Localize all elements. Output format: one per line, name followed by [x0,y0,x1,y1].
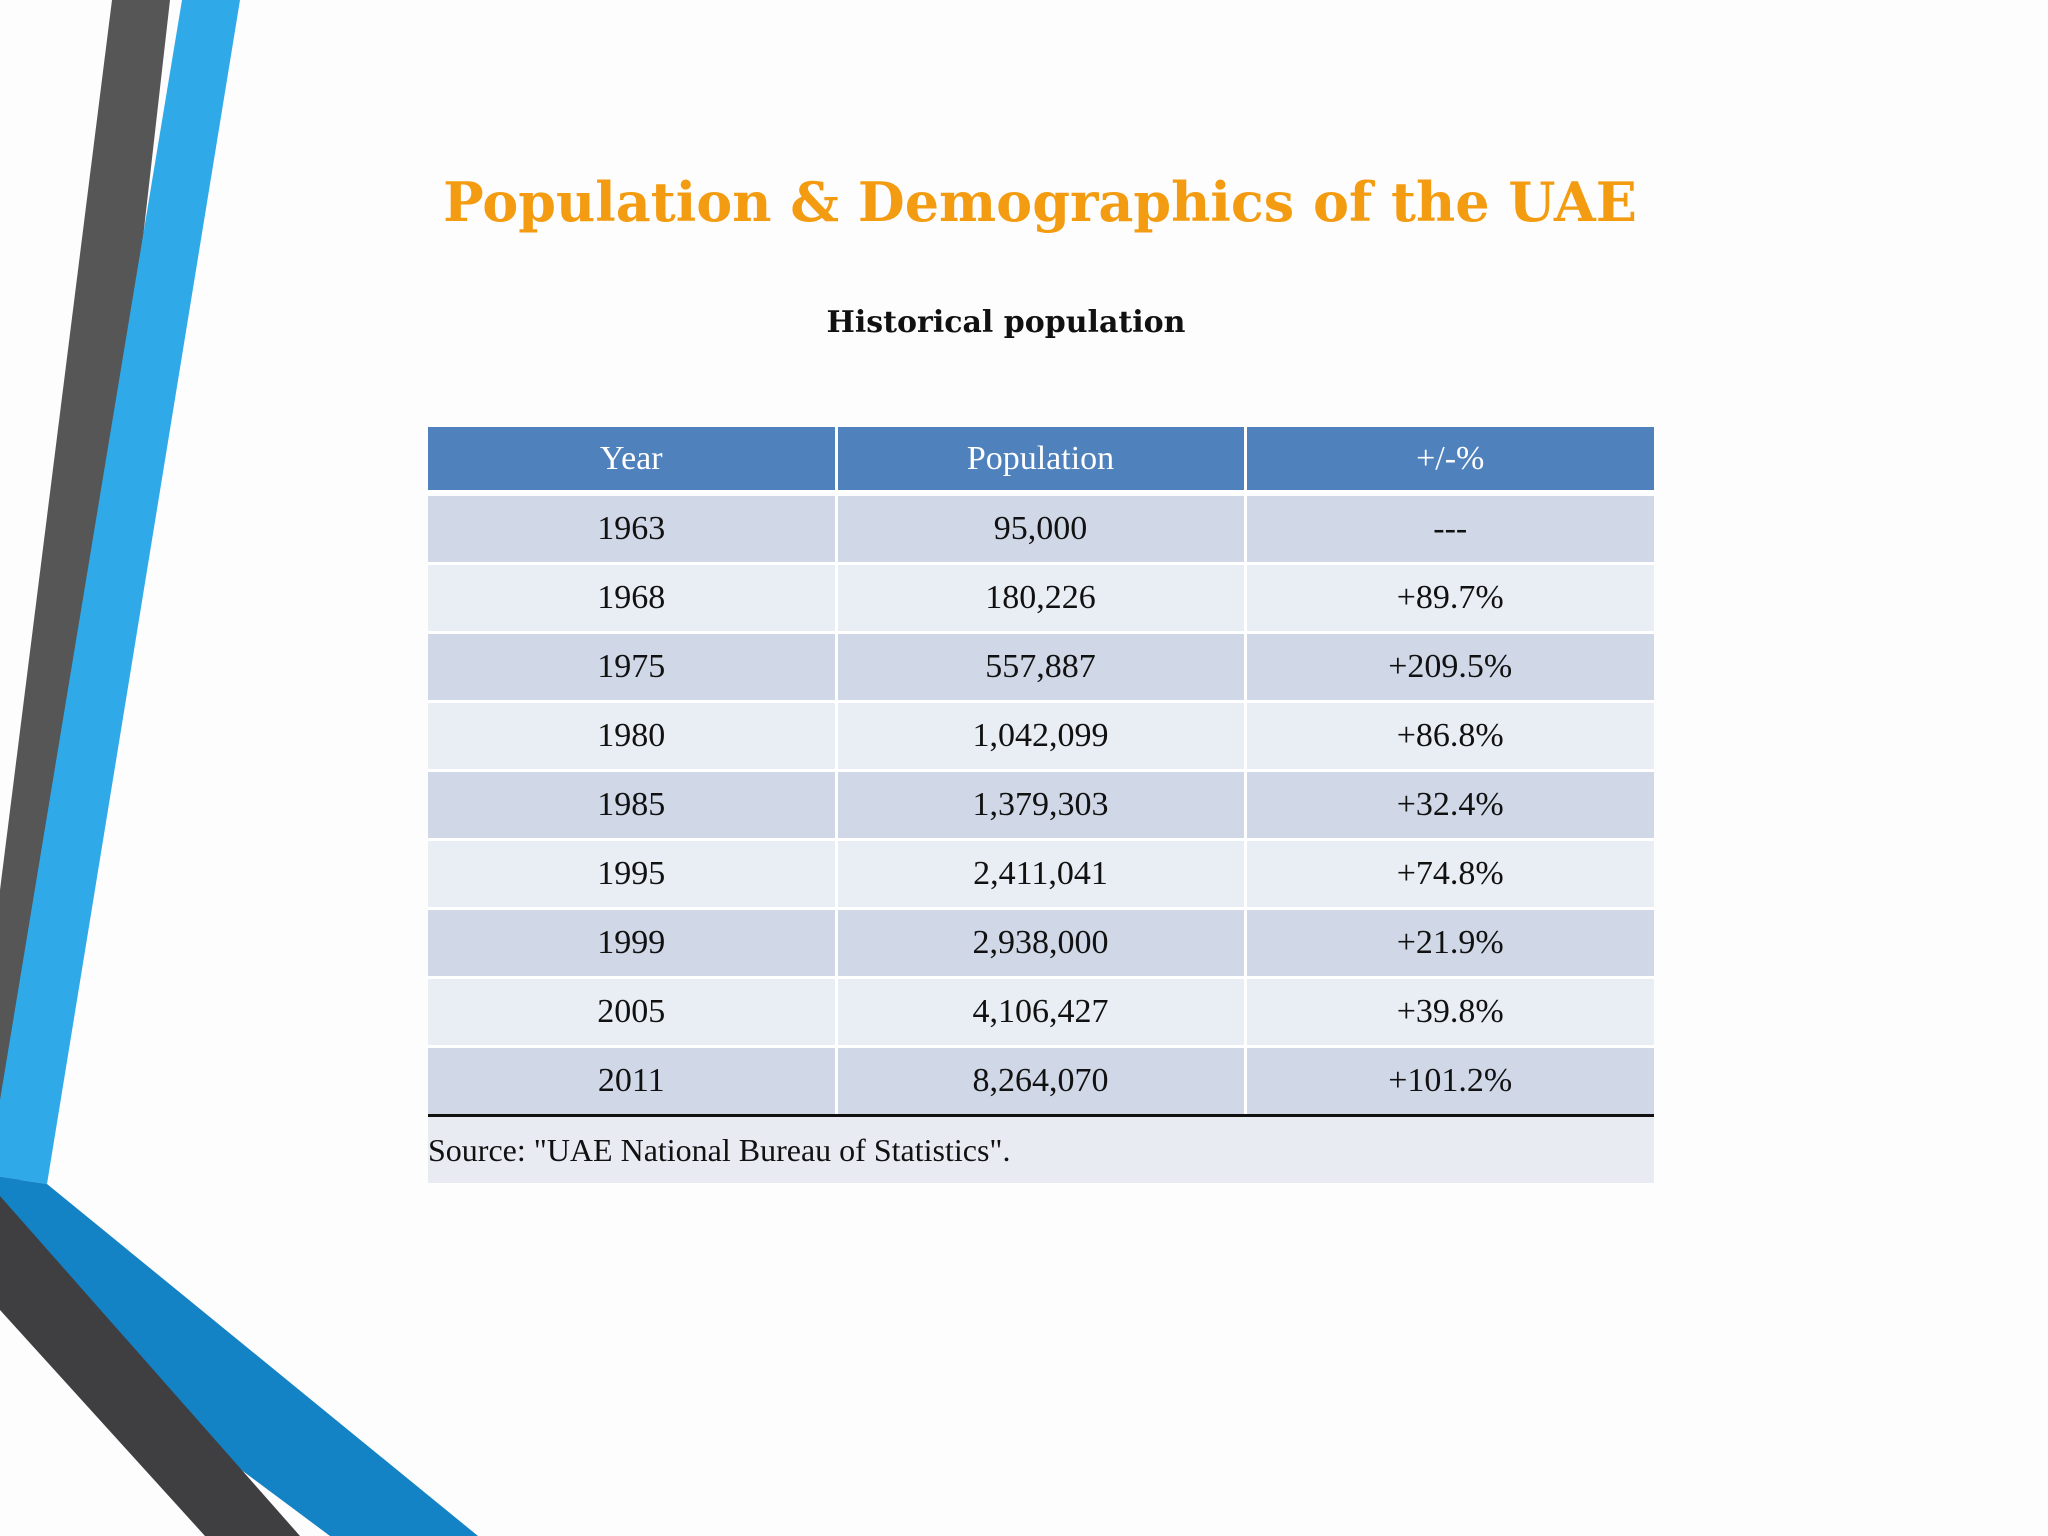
table-caption: Historical population [826,305,1186,340]
blue-stripe-lower [0,1177,478,1536]
header-population: Population [836,427,1247,496]
year-cell: 1985 [428,770,838,841]
year-cell: 1980 [428,701,838,772]
year-cell: 1999 [428,908,838,979]
header-year: Year [428,427,838,496]
header-change-percent: +/-% [1245,427,1654,496]
population-cell: 8,264,070 [836,1046,1247,1117]
table-row: 1968 180,226 +89.7% [428,563,1654,634]
population-cell: 557,887 [836,632,1247,703]
change-cell: +21.9% [1245,908,1654,979]
table-header-row: Year Population +/-% [428,427,1654,496]
population-cell: 1,042,099 [836,701,1247,772]
change-cell: +209.5% [1245,632,1654,703]
population-cell: 2,411,041 [836,839,1247,910]
gray-stripe-lower [0,1196,300,1536]
slide-title: Population & Demographics of the UAE [443,170,1637,234]
population-cell: 4,106,427 [836,977,1247,1048]
population-cell: 95,000 [836,493,1247,565]
change-cell: +89.7% [1245,563,1654,634]
table-row: 1999 2,938,000 +21.9% [428,908,1654,979]
population-cell: 2,938,000 [836,908,1247,979]
year-cell: 2011 [428,1046,838,1117]
table-row: 1995 2,411,041 +74.8% [428,839,1654,910]
year-cell: 1963 [428,493,838,565]
table-row: 1980 1,042,099 +86.8% [428,701,1654,772]
change-cell: +101.2% [1245,1046,1654,1117]
change-cell: --- [1245,493,1654,565]
table-row: 2011 8,264,070 +101.2% [428,1046,1654,1117]
population-table: Year Population +/-% 1963 95,000 --- 196… [428,427,1654,1183]
year-cell: 1995 [428,839,838,910]
table-row: 1975 557,887 +209.5% [428,632,1654,703]
table-row: 1985 1,379,303 +32.4% [428,770,1654,841]
year-cell: 1975 [428,632,838,703]
year-cell: 1968 [428,563,838,634]
population-cell: 180,226 [836,563,1247,634]
year-cell: 2005 [428,977,838,1048]
source-note: Source: "UAE National Bureau of Statisti… [428,1115,1654,1183]
table-row: 1963 95,000 --- [428,493,1654,565]
change-cell: +39.8% [1245,977,1654,1048]
table-row: 2005 4,106,427 +39.8% [428,977,1654,1048]
change-cell: +74.8% [1245,839,1654,910]
table-footer-row: Source: "UAE National Bureau of Statisti… [428,1115,1654,1183]
change-cell: +32.4% [1245,770,1654,841]
change-cell: +86.8% [1245,701,1654,772]
population-cell: 1,379,303 [836,770,1247,841]
